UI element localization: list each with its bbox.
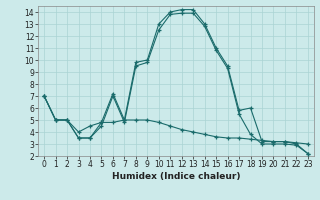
X-axis label: Humidex (Indice chaleur): Humidex (Indice chaleur) [112, 172, 240, 181]
